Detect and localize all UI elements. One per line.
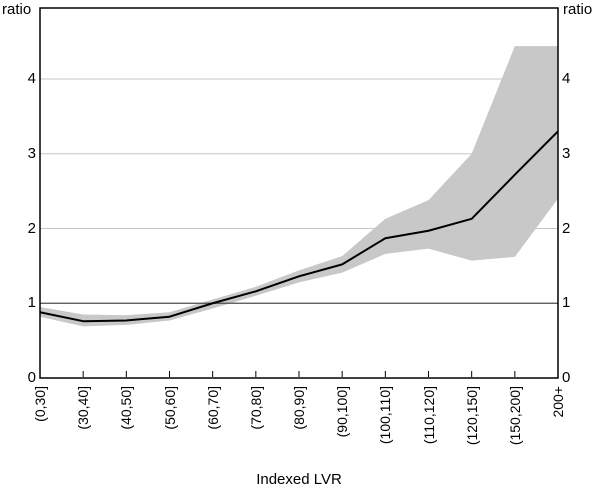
x-tick-label-11: (150,200] [506, 386, 523, 446]
plot-frame [39, 7, 559, 379]
x-tick-label-6: (80,90] [291, 386, 307, 430]
y-tick-label-left-1: 1 [27, 294, 36, 312]
x-tick-label-12: 200+ [550, 386, 566, 418]
x-tick-label-4: (60,70] [204, 386, 221, 430]
y-axis-unit-label-right: ratio [563, 1, 593, 18]
x-tick-label-3: (50,60] [161, 386, 178, 430]
y-tick-label-right-1: 1 [562, 294, 571, 312]
y-tick-label-left-3: 3 [27, 144, 36, 162]
x-tick-label-9: (110,120] [420, 386, 437, 445]
x-tick-label-10: (120,150] [463, 386, 480, 446]
ratio-line [39, 130, 559, 323]
x-tick-label-0: (0,30] [32, 386, 48, 422]
x-tick-label-8: (100,110] [377, 386, 394, 445]
confidence-band [40, 46, 558, 327]
x-axis-title: Indexed LVR [256, 471, 342, 488]
y-axis-unit-label-left: ratio [2, 1, 32, 18]
y-tick-label-right-3: 3 [562, 144, 571, 162]
y-tick-label-left-4: 4 [27, 70, 36, 87]
x-tick-label-7: (90,100] [334, 386, 351, 438]
x-tick-label-5: (70,80] [247, 386, 264, 430]
x-tick-label-2: (40,50] [118, 386, 135, 430]
x-tick-label-1: (30,40] [75, 386, 92, 430]
y-tick-label-right-2: 2 [562, 219, 571, 237]
y-tick-label-left-0: 0 [27, 369, 36, 386]
y-tick-label-right-0: 0 [562, 369, 571, 386]
y-tick-label-right-4: 4 [562, 70, 571, 87]
y-tick-label-left-2: 2 [27, 219, 36, 237]
